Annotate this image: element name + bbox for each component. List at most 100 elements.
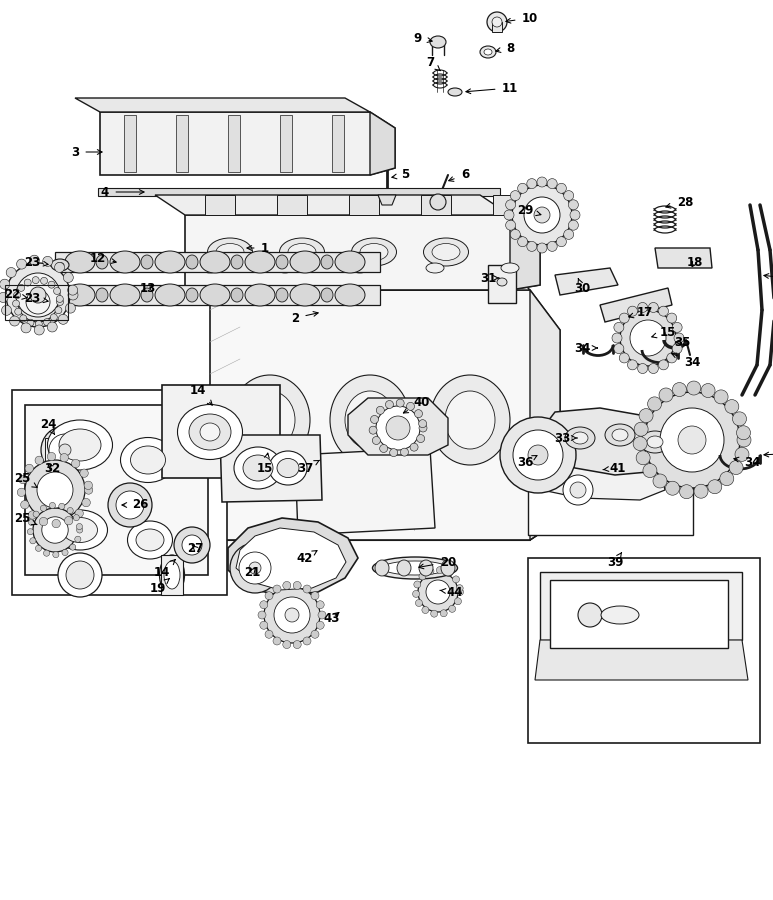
- Circle shape: [34, 325, 44, 335]
- Circle shape: [725, 400, 739, 414]
- Text: 11: 11: [466, 82, 518, 94]
- Circle shape: [417, 435, 424, 443]
- Circle shape: [84, 482, 93, 490]
- Text: 6: 6: [448, 168, 469, 182]
- Ellipse shape: [276, 255, 288, 269]
- Circle shape: [49, 434, 81, 466]
- Circle shape: [25, 460, 85, 520]
- Circle shape: [648, 397, 662, 411]
- Circle shape: [415, 599, 423, 607]
- Ellipse shape: [290, 251, 320, 273]
- Text: 17: 17: [628, 305, 653, 319]
- Circle shape: [59, 503, 65, 509]
- Circle shape: [116, 491, 144, 519]
- Text: 25: 25: [14, 511, 37, 525]
- Circle shape: [303, 585, 311, 593]
- Circle shape: [16, 259, 26, 269]
- Circle shape: [666, 482, 679, 495]
- Polygon shape: [348, 398, 448, 455]
- Circle shape: [53, 552, 59, 558]
- Circle shape: [570, 482, 586, 498]
- Ellipse shape: [56, 263, 64, 267]
- Text: 34: 34: [672, 353, 700, 368]
- Circle shape: [21, 500, 29, 508]
- Circle shape: [24, 279, 31, 286]
- Ellipse shape: [497, 278, 507, 286]
- Circle shape: [452, 576, 459, 583]
- Circle shape: [659, 360, 669, 370]
- Polygon shape: [162, 385, 280, 478]
- Ellipse shape: [141, 255, 153, 269]
- Text: 1: 1: [247, 241, 269, 255]
- Ellipse shape: [110, 284, 140, 306]
- Circle shape: [55, 263, 65, 273]
- Text: 14: 14: [154, 560, 175, 579]
- Ellipse shape: [280, 238, 325, 266]
- Circle shape: [445, 570, 452, 576]
- Text: 35: 35: [674, 336, 690, 348]
- Circle shape: [510, 191, 520, 201]
- Circle shape: [43, 256, 53, 266]
- Ellipse shape: [601, 606, 639, 624]
- Ellipse shape: [230, 375, 310, 465]
- Circle shape: [386, 416, 410, 440]
- Circle shape: [636, 451, 650, 464]
- Circle shape: [258, 611, 266, 619]
- Ellipse shape: [65, 284, 95, 306]
- Circle shape: [512, 185, 572, 245]
- Circle shape: [694, 484, 708, 499]
- Circle shape: [612, 333, 622, 343]
- Circle shape: [638, 364, 648, 374]
- Circle shape: [75, 509, 83, 518]
- Circle shape: [59, 444, 71, 456]
- Circle shape: [27, 320, 34, 326]
- Circle shape: [40, 277, 48, 284]
- Circle shape: [557, 184, 567, 194]
- Ellipse shape: [186, 288, 198, 302]
- Circle shape: [708, 480, 722, 494]
- Polygon shape: [228, 518, 358, 596]
- Ellipse shape: [63, 518, 97, 543]
- Circle shape: [390, 448, 397, 456]
- Text: 44: 44: [440, 586, 463, 598]
- Ellipse shape: [383, 561, 448, 575]
- Circle shape: [48, 281, 55, 288]
- Ellipse shape: [480, 46, 496, 58]
- Circle shape: [733, 412, 747, 426]
- Ellipse shape: [484, 49, 492, 55]
- Ellipse shape: [96, 255, 108, 269]
- Circle shape: [422, 607, 429, 614]
- Ellipse shape: [430, 36, 446, 48]
- Circle shape: [9, 316, 19, 326]
- Polygon shape: [510, 215, 540, 290]
- Circle shape: [737, 433, 751, 447]
- Text: 30: 30: [574, 279, 590, 294]
- Circle shape: [630, 320, 666, 356]
- Circle shape: [285, 608, 299, 622]
- Circle shape: [63, 273, 73, 283]
- Circle shape: [524, 197, 560, 233]
- Circle shape: [380, 445, 388, 453]
- Ellipse shape: [200, 251, 230, 273]
- Circle shape: [673, 344, 682, 354]
- Circle shape: [506, 200, 516, 210]
- Circle shape: [58, 314, 68, 324]
- Circle shape: [260, 600, 267, 608]
- Circle shape: [40, 505, 46, 511]
- Ellipse shape: [136, 529, 164, 551]
- Circle shape: [32, 276, 39, 284]
- Circle shape: [639, 409, 653, 423]
- Ellipse shape: [269, 451, 307, 485]
- Circle shape: [73, 515, 80, 521]
- Text: 43: 43: [324, 611, 340, 625]
- Text: 2: 2: [291, 311, 318, 325]
- Circle shape: [75, 536, 81, 543]
- Circle shape: [67, 508, 73, 514]
- Polygon shape: [332, 115, 344, 172]
- Circle shape: [620, 310, 676, 366]
- Circle shape: [77, 526, 83, 533]
- Circle shape: [667, 313, 676, 323]
- Circle shape: [427, 568, 434, 575]
- Circle shape: [564, 230, 574, 239]
- Circle shape: [673, 322, 682, 332]
